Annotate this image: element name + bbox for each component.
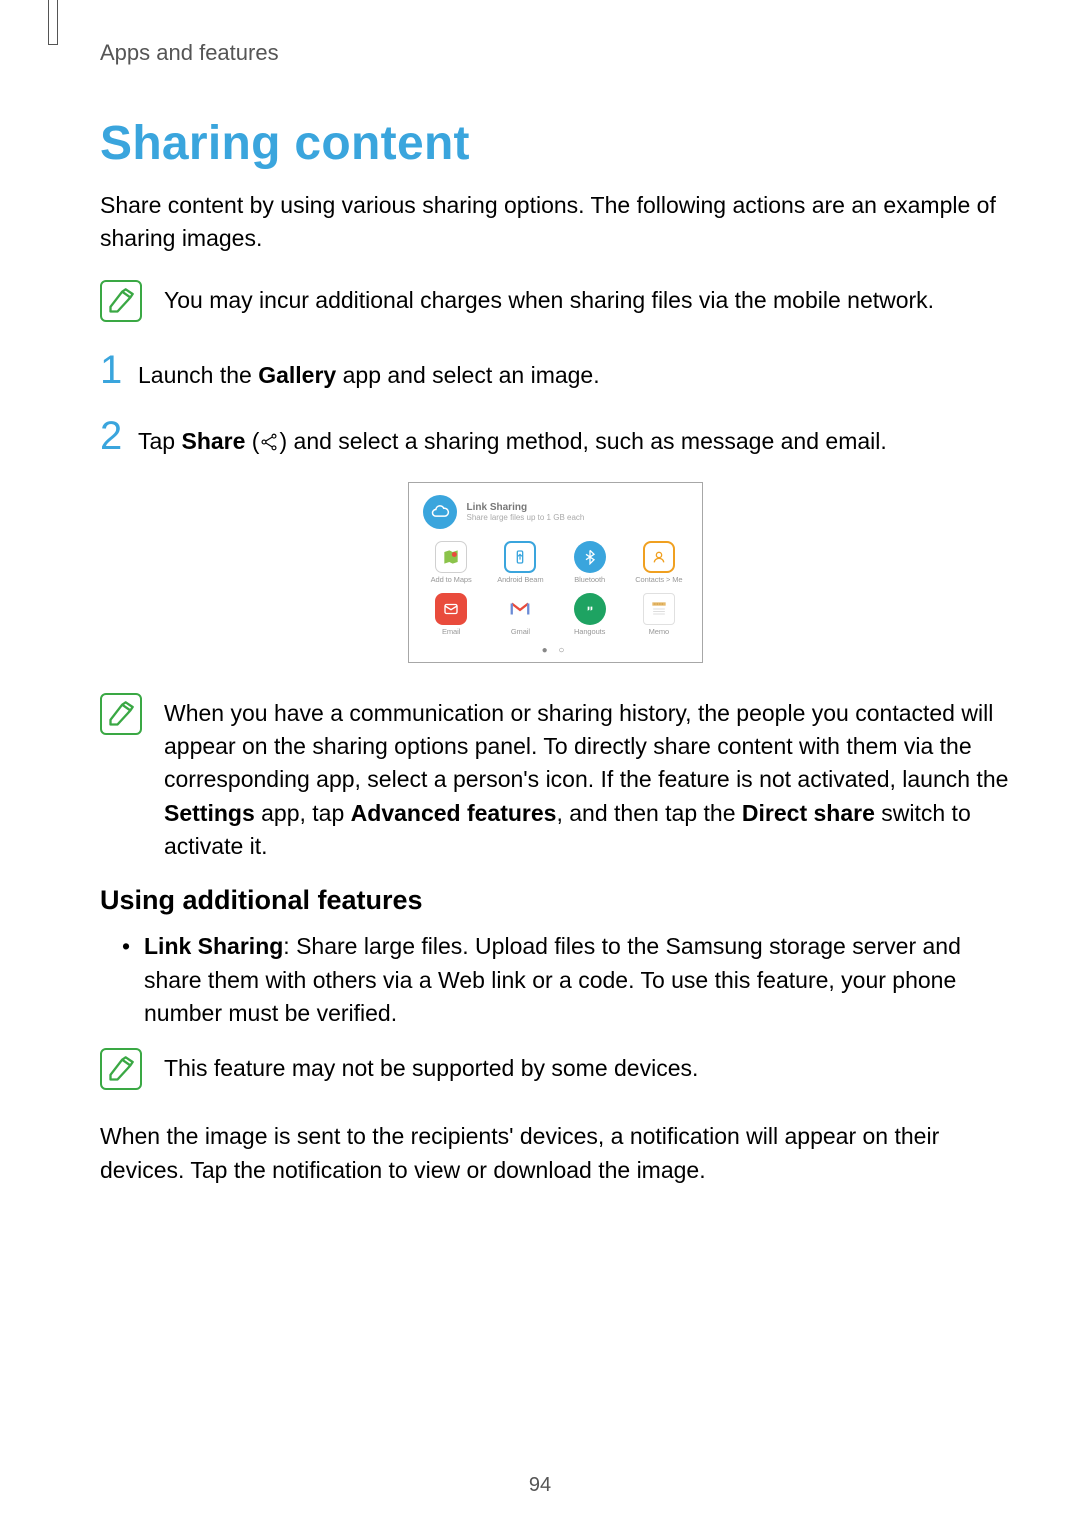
step-number: 1 (100, 350, 138, 390)
text: , and then tap the (556, 800, 741, 826)
step-text: Launch the Gallery app and select an ima… (138, 359, 600, 392)
share-app-memo: Memo (626, 593, 691, 637)
share-app-bluetooth: Bluetooth (557, 541, 622, 585)
subheading: Using additional features (100, 885, 1010, 916)
bluetooth-icon (574, 541, 606, 573)
text: app and select an image. (336, 362, 599, 388)
note-icon (100, 280, 142, 322)
text: ( (245, 428, 259, 454)
intro-text: Share content by using various sharing o… (100, 189, 1010, 256)
step-text: Tap Share ( ) and select a sharing method… (138, 425, 887, 458)
app-label: Memo (649, 628, 669, 637)
note-block-1: You may incur additional charges when sh… (100, 278, 1010, 322)
share-app-gmail: Gmail (488, 593, 553, 637)
share-icon (259, 428, 279, 454)
email-icon (435, 593, 467, 625)
contacts-icon (643, 541, 675, 573)
page-container: Apps and features Sharing content Share … (0, 0, 1080, 1527)
app-label: Contacts > Me (635, 576, 682, 585)
closing-text: When the image is sent to the recipients… (100, 1120, 1010, 1187)
link-sharing-sub: Share large files up to 1 GB each (467, 513, 585, 522)
breadcrumb: Apps and features (100, 40, 1010, 66)
bold-text: Link Sharing (144, 933, 283, 959)
note-icon (100, 1048, 142, 1090)
step-list: 1 Launch the Gallery app and select an i… (100, 350, 1010, 459)
text: Tap (138, 428, 181, 454)
maps-icon (435, 541, 467, 573)
bold-text: Gallery (258, 362, 336, 388)
step-2: 2 Tap Share ( ) and select a sharing meth… (100, 416, 1010, 458)
text: When you have a communication or sharing… (164, 700, 1008, 793)
text: Launch the (138, 362, 258, 388)
android-beam-icon (504, 541, 536, 573)
app-label: Gmail (511, 628, 530, 637)
app-label: Bluetooth (574, 576, 605, 585)
step-1: 1 Launch the Gallery app and select an i… (100, 350, 1010, 392)
app-label: Email (442, 628, 460, 637)
page-title: Sharing content (100, 116, 1010, 171)
cloud-icon (423, 495, 457, 529)
share-app-email: Email (419, 593, 484, 637)
share-app-maps: Add to Maps (419, 541, 484, 585)
note-text-2: When you have a communication or sharing… (164, 691, 1010, 864)
bullet-dot: • (122, 930, 144, 1030)
link-sharing-title: Link Sharing (467, 502, 585, 513)
text: ) and select a sharing method, such as m… (279, 428, 886, 454)
hangouts-icon (574, 593, 606, 625)
note-block-3: This feature may not be supported by som… (100, 1046, 1010, 1090)
share-app-contacts: Contacts > Me (626, 541, 691, 585)
gmail-icon (504, 593, 536, 625)
share-app-hangouts: Hangouts (557, 593, 622, 637)
memo-icon (643, 593, 675, 625)
step-number: 2 (100, 416, 138, 456)
share-panel-screenshot: Link Sharing Share large files up to 1 G… (100, 482, 1010, 662)
app-label: Hangouts (574, 628, 605, 637)
share-panel: Link Sharing Share large files up to 1 G… (408, 482, 703, 662)
bullet-item-1: • Link Sharing: Share large files. Uploa… (122, 930, 1010, 1030)
page-indicator: ● ○ (419, 645, 692, 656)
page-number: 94 (0, 1474, 1080, 1497)
app-label: Add to Maps (431, 576, 472, 585)
bold-text: Direct share (742, 800, 875, 826)
bold-text: Advanced features (351, 800, 557, 826)
note-icon (100, 693, 142, 735)
bold-text: Settings (164, 800, 255, 826)
share-app-grid: Add to Maps Android Beam Bluetooth (419, 541, 692, 636)
share-app-android-beam: Android Beam (488, 541, 553, 585)
app-label: Android Beam (497, 576, 543, 585)
note-text-1: You may incur additional charges when sh… (164, 278, 934, 317)
text: app, tap (255, 800, 351, 826)
bold-text: Share (181, 428, 245, 454)
link-sharing-row: Link Sharing Share large files up to 1 G… (419, 493, 692, 531)
bullet-text: Link Sharing: Share large files. Upload … (144, 930, 1010, 1030)
note-block-2: When you have a communication or sharing… (100, 691, 1010, 864)
note-text-3: This feature may not be supported by som… (164, 1046, 698, 1085)
